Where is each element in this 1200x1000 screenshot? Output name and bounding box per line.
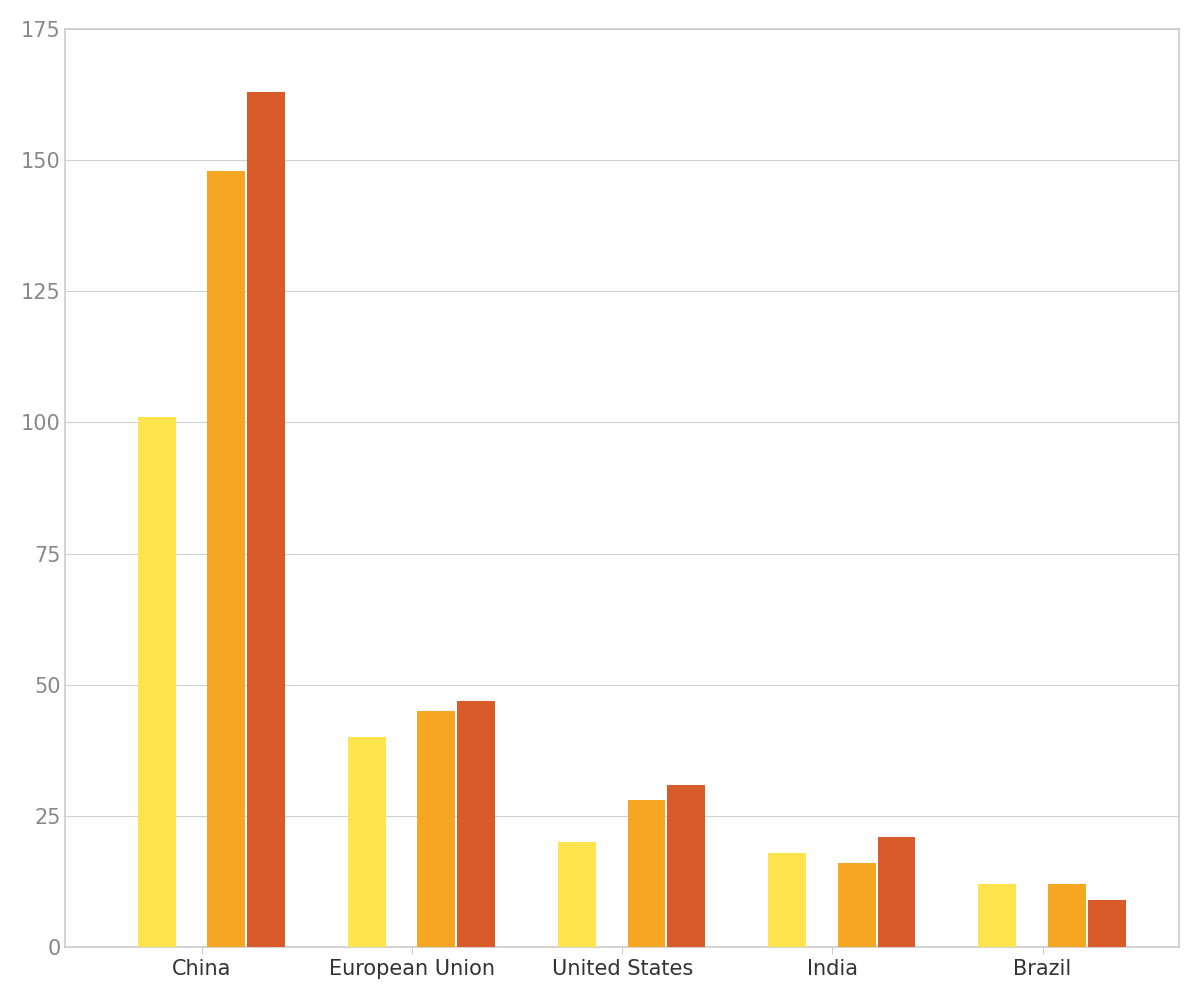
Bar [877,837,916,947]
Bar [667,785,706,947]
Bar [247,92,286,947]
Bar [838,863,876,947]
Bar [457,701,496,947]
Bar [138,417,175,947]
Bar [1087,900,1126,947]
Bar [418,711,455,947]
Bar [208,171,245,947]
Bar [1048,884,1086,947]
Bar [768,853,806,947]
Bar [978,884,1016,947]
Bar [558,842,596,947]
Bar [628,800,665,947]
Bar [348,737,386,947]
